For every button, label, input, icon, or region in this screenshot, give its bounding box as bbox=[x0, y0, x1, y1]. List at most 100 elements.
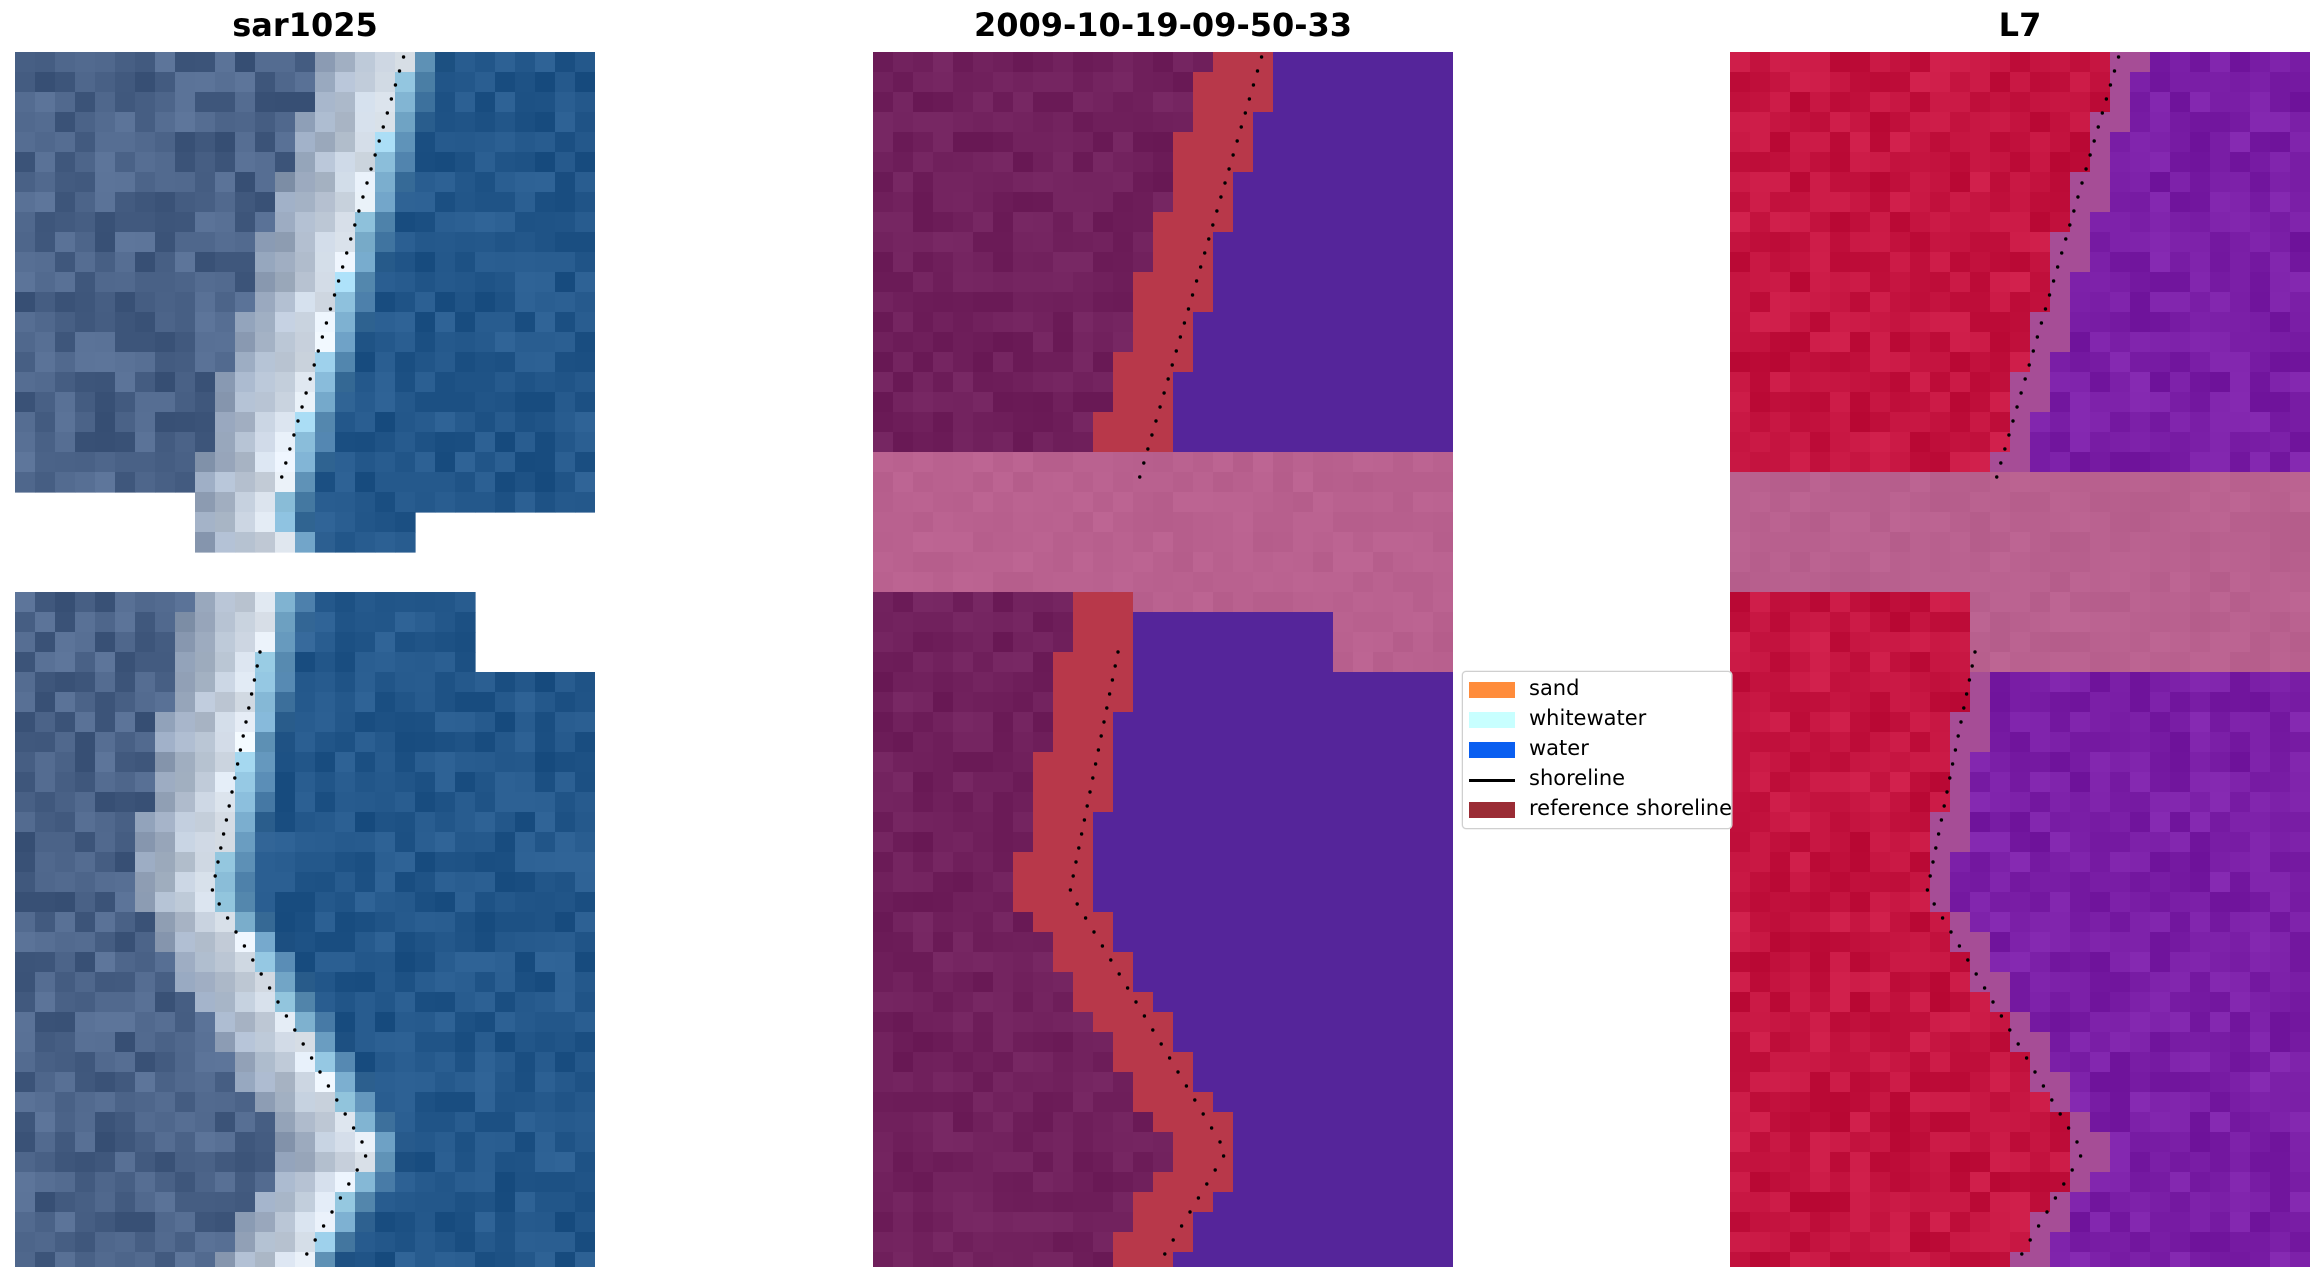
shoreline-point bbox=[1174, 349, 1178, 353]
shoreline-point bbox=[221, 832, 226, 836]
shoreline-point bbox=[2045, 1210, 2049, 1214]
shoreline-point bbox=[1071, 874, 1075, 878]
shoreline-point bbox=[2008, 1028, 2012, 1032]
reference-shoreline-swatch bbox=[1469, 802, 1515, 818]
shoreline-point bbox=[2020, 1252, 2024, 1256]
shoreline-point bbox=[1082, 818, 1087, 822]
shoreline-point bbox=[1091, 776, 1095, 780]
shoreline-point bbox=[343, 1112, 347, 1116]
shoreline-point bbox=[385, 111, 390, 115]
shoreline-point bbox=[1176, 1070, 1180, 1074]
shoreline-point bbox=[313, 1238, 317, 1242]
shoreline-point bbox=[2084, 167, 2088, 171]
shoreline-point bbox=[320, 335, 325, 339]
water-swatch bbox=[1469, 742, 1515, 758]
shoreline-point bbox=[2043, 307, 2048, 311]
shoreline-point bbox=[330, 1210, 334, 1214]
shoreline-point bbox=[241, 734, 245, 738]
shoreline-point bbox=[1995, 475, 1999, 479]
shoreline-point bbox=[301, 1042, 305, 1046]
shoreline-point bbox=[1957, 944, 1962, 948]
index-image-panel bbox=[1730, 52, 2310, 1267]
shoreline-point bbox=[1162, 391, 1166, 395]
sand-swatch bbox=[1469, 682, 1515, 698]
shoreline-point bbox=[1991, 1000, 1995, 1004]
shoreline-point bbox=[1964, 692, 1969, 696]
shoreline-point bbox=[305, 1252, 309, 1256]
shoreline-point bbox=[1973, 650, 1977, 654]
shoreline-line-swatch bbox=[1469, 779, 1515, 782]
shoreline-point bbox=[292, 433, 296, 437]
shoreline-point bbox=[2066, 1126, 2071, 1130]
shoreline-point bbox=[1203, 251, 1207, 255]
shoreline-point bbox=[1219, 195, 1223, 199]
shoreline-point bbox=[1207, 237, 1211, 241]
shoreline-point bbox=[238, 748, 243, 752]
shoreline-point bbox=[2027, 363, 2031, 367]
shoreline-point bbox=[225, 916, 230, 920]
shoreline-point bbox=[1142, 1014, 1147, 1018]
shoreline-point bbox=[2100, 111, 2105, 115]
shoreline-point bbox=[1235, 139, 1239, 143]
shoreline-point bbox=[2108, 83, 2113, 87]
shoreline-point bbox=[2058, 1112, 2062, 1116]
shoreline-point bbox=[1113, 664, 1117, 668]
shoreline-point bbox=[351, 1126, 356, 1130]
whitewater-swatch bbox=[1469, 712, 1515, 728]
shoreline-point bbox=[1936, 832, 1941, 836]
shoreline-point bbox=[2039, 321, 2044, 325]
shoreline-point bbox=[1193, 1098, 1197, 1102]
shoreline-point bbox=[1146, 447, 1150, 451]
shoreline-point bbox=[1215, 209, 1219, 213]
shoreline-point bbox=[284, 1014, 289, 1018]
rgb-image-panel bbox=[15, 52, 595, 1267]
shoreline-point bbox=[2016, 1042, 2020, 1046]
shoreline-point bbox=[1247, 97, 1252, 101]
shoreline-point bbox=[1934, 846, 1938, 850]
shoreline-point bbox=[353, 223, 357, 227]
shoreline-point bbox=[1116, 650, 1120, 654]
shoreline-point bbox=[1932, 902, 1936, 906]
shoreline-point bbox=[1142, 461, 1146, 465]
shoreline-point bbox=[2070, 1168, 2074, 1172]
shoreline-point bbox=[252, 678, 257, 682]
shoreline-point bbox=[296, 419, 300, 423]
shoreline-point bbox=[1100, 944, 1105, 948]
shoreline-point bbox=[284, 461, 288, 465]
shoreline-point bbox=[335, 1098, 339, 1102]
shoreline-point bbox=[1179, 1224, 1184, 1228]
shoreline-point bbox=[1178, 335, 1183, 339]
shoreline-point bbox=[1068, 888, 1073, 892]
shoreline-point bbox=[2031, 349, 2035, 353]
shoreline-point bbox=[393, 83, 398, 87]
shoreline-point bbox=[360, 1140, 364, 1144]
shoreline-point bbox=[1243, 111, 1248, 115]
shoreline-point bbox=[2060, 251, 2064, 255]
shoreline-point bbox=[1948, 776, 1952, 780]
shoreline-point bbox=[1928, 874, 1932, 878]
shoreline-point bbox=[2007, 433, 2011, 437]
shoreline-point bbox=[1213, 1168, 1217, 1172]
shoreline-point bbox=[288, 447, 292, 451]
shoreline-point bbox=[247, 706, 251, 710]
shoreline-point bbox=[2053, 1196, 2058, 1200]
shoreline-point bbox=[251, 958, 255, 962]
shoreline-point bbox=[2011, 419, 2015, 423]
shoreline-point bbox=[2050, 1098, 2054, 1102]
shoreline-point bbox=[1075, 902, 1079, 906]
shoreline-point bbox=[1931, 860, 1935, 864]
shoreline-point bbox=[338, 1196, 343, 1200]
shoreline-point bbox=[1198, 265, 1203, 269]
shoreline-point bbox=[255, 664, 259, 668]
shoreline-point bbox=[321, 1224, 326, 1228]
shoreline-point bbox=[1227, 167, 1231, 171]
shoreline-point bbox=[2068, 223, 2072, 227]
shoreline-point bbox=[1251, 83, 1256, 87]
shoreline-point bbox=[326, 1084, 331, 1088]
shoreline-point bbox=[2062, 1182, 2066, 1186]
shoreline-point bbox=[336, 279, 341, 283]
shoreline-point bbox=[1962, 706, 1966, 710]
shoreline-point bbox=[1970, 664, 1974, 668]
shoreline-point bbox=[1158, 405, 1162, 409]
shoreline-point bbox=[2092, 139, 2096, 143]
